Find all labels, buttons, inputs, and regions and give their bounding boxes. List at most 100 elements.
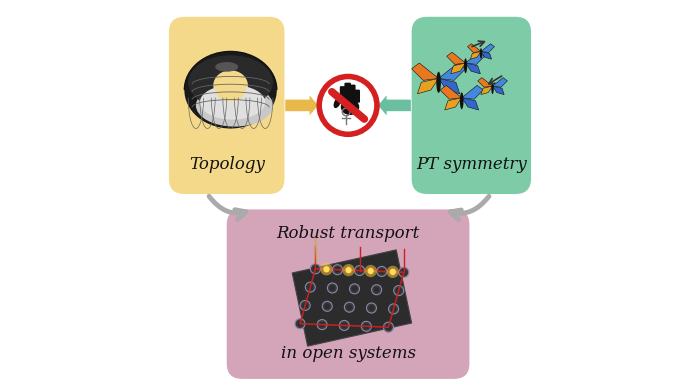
Ellipse shape	[215, 62, 238, 72]
Polygon shape	[439, 63, 466, 80]
Polygon shape	[477, 78, 493, 87]
Circle shape	[369, 305, 375, 311]
Circle shape	[325, 303, 330, 309]
Circle shape	[319, 76, 377, 134]
Polygon shape	[462, 98, 479, 110]
Polygon shape	[493, 78, 507, 87]
Ellipse shape	[464, 58, 467, 73]
Circle shape	[372, 285, 382, 295]
Circle shape	[393, 286, 404, 296]
Polygon shape	[481, 52, 491, 59]
Ellipse shape	[460, 92, 463, 109]
Circle shape	[344, 302, 354, 312]
FancyBboxPatch shape	[227, 210, 470, 379]
FancyBboxPatch shape	[340, 86, 346, 101]
Circle shape	[349, 284, 360, 294]
Circle shape	[298, 321, 303, 326]
Circle shape	[342, 264, 355, 276]
Circle shape	[346, 305, 352, 310]
Circle shape	[365, 265, 377, 277]
Circle shape	[313, 266, 319, 272]
Circle shape	[317, 320, 327, 329]
Circle shape	[386, 324, 391, 330]
Polygon shape	[481, 86, 493, 95]
Ellipse shape	[215, 74, 246, 102]
Polygon shape	[447, 52, 466, 64]
Circle shape	[319, 322, 325, 327]
Circle shape	[332, 265, 342, 275]
Polygon shape	[481, 44, 494, 52]
Polygon shape	[439, 78, 460, 94]
FancyBboxPatch shape	[344, 83, 351, 100]
Ellipse shape	[436, 72, 441, 93]
Circle shape	[342, 323, 347, 328]
Polygon shape	[440, 85, 462, 99]
Circle shape	[363, 324, 369, 329]
Ellipse shape	[214, 70, 248, 100]
Circle shape	[396, 288, 402, 293]
FancyArrow shape	[378, 95, 411, 115]
Text: PT symmetry: PT symmetry	[416, 156, 526, 173]
Circle shape	[335, 267, 340, 272]
Text: Robust transport: Robust transport	[276, 225, 420, 242]
Circle shape	[302, 303, 308, 308]
Text: Topology: Topology	[189, 156, 265, 173]
Polygon shape	[417, 78, 439, 94]
Ellipse shape	[211, 71, 250, 103]
Polygon shape	[466, 63, 480, 74]
FancyBboxPatch shape	[169, 17, 284, 194]
Circle shape	[389, 304, 398, 314]
Circle shape	[295, 319, 305, 329]
Polygon shape	[466, 52, 484, 64]
Circle shape	[300, 300, 310, 310]
Circle shape	[310, 264, 321, 274]
Ellipse shape	[491, 82, 494, 94]
Circle shape	[401, 270, 407, 275]
Circle shape	[328, 283, 337, 293]
Circle shape	[330, 285, 335, 291]
Circle shape	[367, 303, 377, 313]
Polygon shape	[462, 85, 483, 99]
Circle shape	[368, 268, 374, 274]
Text: in open systems: in open systems	[281, 345, 416, 362]
Circle shape	[323, 266, 330, 273]
Polygon shape	[468, 44, 481, 52]
Polygon shape	[493, 86, 504, 95]
Polygon shape	[470, 52, 481, 59]
Circle shape	[377, 267, 386, 276]
FancyArrow shape	[286, 95, 318, 115]
FancyArrowPatch shape	[450, 196, 489, 220]
Circle shape	[355, 265, 365, 275]
Circle shape	[389, 268, 396, 275]
Polygon shape	[292, 250, 412, 346]
FancyBboxPatch shape	[354, 90, 360, 103]
FancyArrowPatch shape	[209, 196, 246, 219]
Circle shape	[361, 321, 371, 331]
Circle shape	[399, 267, 409, 277]
Ellipse shape	[341, 99, 359, 115]
Circle shape	[351, 286, 357, 292]
Ellipse shape	[480, 48, 482, 59]
FancyBboxPatch shape	[412, 17, 531, 194]
FancyBboxPatch shape	[349, 85, 356, 101]
Circle shape	[340, 320, 349, 331]
Circle shape	[305, 282, 315, 292]
Circle shape	[307, 284, 313, 290]
Circle shape	[384, 322, 393, 332]
Polygon shape	[451, 63, 466, 74]
Circle shape	[345, 267, 352, 274]
Ellipse shape	[196, 84, 273, 126]
Circle shape	[386, 266, 399, 278]
Circle shape	[321, 263, 332, 275]
Circle shape	[322, 301, 332, 311]
Circle shape	[357, 268, 363, 273]
Polygon shape	[444, 98, 462, 110]
Circle shape	[379, 268, 384, 274]
Ellipse shape	[199, 85, 265, 120]
Ellipse shape	[184, 52, 276, 128]
Ellipse shape	[334, 97, 341, 108]
Ellipse shape	[188, 55, 273, 109]
Circle shape	[391, 306, 396, 312]
Circle shape	[374, 287, 379, 293]
Polygon shape	[412, 63, 439, 80]
